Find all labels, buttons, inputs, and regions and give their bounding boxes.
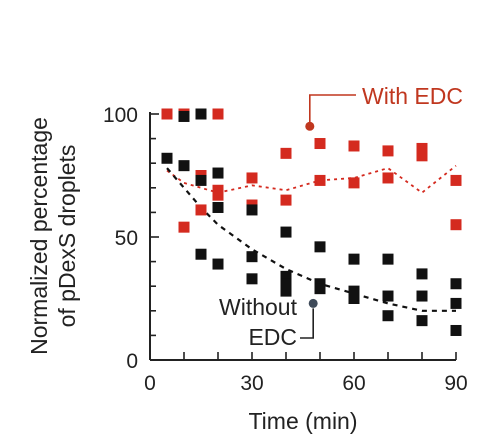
data-point xyxy=(280,226,292,238)
data-point xyxy=(348,140,360,152)
data-point xyxy=(280,285,292,297)
data-point xyxy=(212,201,224,213)
data-point xyxy=(212,258,224,270)
y-tick-label: 0 xyxy=(126,350,138,373)
trend-line xyxy=(166,167,456,312)
annotation-without-edc-leader xyxy=(300,308,315,339)
annotation-without-edc-dot xyxy=(308,298,318,308)
data-point xyxy=(246,172,258,184)
data-point xyxy=(348,177,360,189)
data-point xyxy=(195,248,207,260)
x-tick-label: 60 xyxy=(342,372,365,395)
data-points xyxy=(161,108,462,336)
y-axis-title-line1: Normalized percentage xyxy=(26,117,52,355)
data-point xyxy=(195,108,207,120)
data-point xyxy=(280,278,292,290)
data-point xyxy=(416,315,428,327)
data-point xyxy=(348,293,360,304)
data-point xyxy=(450,219,462,231)
data-point xyxy=(246,204,258,216)
annotation-with-edc: With EDC xyxy=(305,83,463,131)
data-point xyxy=(348,285,360,297)
annotation-with-edc-dot xyxy=(305,121,315,131)
data-point xyxy=(416,268,428,280)
data-point xyxy=(382,290,394,302)
data-point xyxy=(348,253,360,265)
axis-ticks: 0 30 60 90 0 50 100 xyxy=(103,104,468,395)
x-tick-label: 30 xyxy=(240,372,263,395)
data-point xyxy=(382,310,394,322)
data-point xyxy=(314,174,326,186)
data-point xyxy=(178,221,190,233)
data-point xyxy=(450,278,462,290)
y-tick-label: 50 xyxy=(115,227,138,250)
x-tick-label: 0 xyxy=(144,372,156,395)
data-point xyxy=(382,172,394,184)
data-point xyxy=(212,184,224,196)
data-point xyxy=(178,110,190,122)
data-point xyxy=(416,290,428,302)
data-point xyxy=(382,253,394,265)
data-point xyxy=(450,297,462,309)
data-point xyxy=(382,145,394,157)
data-point xyxy=(178,160,190,172)
data-point xyxy=(314,241,326,253)
annotation-with-edc-leader xyxy=(308,94,356,127)
annotation-without-edc-label-line1: Without xyxy=(219,294,298,320)
annotation-without-edc-label-line2: EDC xyxy=(248,324,297,350)
data-point xyxy=(450,324,462,336)
data-point xyxy=(314,283,326,295)
x-tick-label: 90 xyxy=(444,372,467,395)
data-point xyxy=(280,147,292,159)
data-point xyxy=(246,251,258,263)
data-point xyxy=(246,273,258,285)
x-axis-title: Time (min) xyxy=(248,408,357,434)
data-point xyxy=(450,174,462,186)
data-point xyxy=(212,108,224,120)
data-point xyxy=(195,204,207,216)
data-point xyxy=(161,108,173,120)
y-tick-label: 100 xyxy=(103,104,138,127)
annotation-with-edc-label: With EDC xyxy=(362,83,463,109)
y-axis-title-line2: of pDexS droplets xyxy=(54,145,80,328)
annotation-without-edc: Without EDC xyxy=(219,294,318,350)
data-point xyxy=(416,150,428,162)
data-point xyxy=(314,138,326,150)
data-point xyxy=(416,142,428,154)
data-point xyxy=(212,167,224,179)
data-point xyxy=(161,152,173,164)
data-point xyxy=(280,194,292,206)
data-point xyxy=(195,174,207,186)
trend-line xyxy=(166,164,457,194)
data-point xyxy=(280,270,292,282)
trend-lines xyxy=(166,164,457,312)
